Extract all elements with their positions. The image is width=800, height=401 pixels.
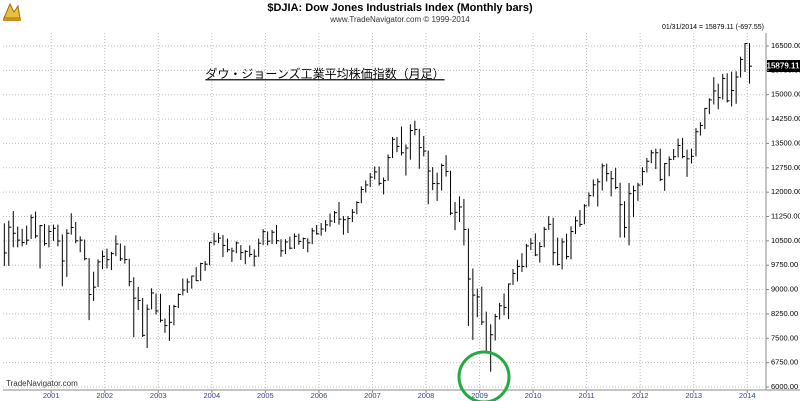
x-tick-label: 2010	[525, 391, 542, 400]
subtitle: www.TradeNavigator.com © 1999-2014	[329, 15, 470, 24]
annotation: ダウ・ジョーンズ工業平均株価指数（月足）	[205, 66, 444, 81]
x-tick-label: 2003	[150, 391, 167, 400]
y-tick-label: 9750.00	[771, 260, 798, 269]
x-tick-label: 2013	[685, 391, 702, 400]
logo	[3, 2, 21, 21]
watermark: TradeNavigator.com	[6, 379, 78, 388]
x-tick-label: 2006	[311, 391, 328, 400]
y-tick-label: 12000.00	[771, 187, 800, 196]
price-box	[767, 60, 800, 72]
y-tick-label: 16500.00	[771, 41, 800, 50]
y-tick-label: 15750.00	[771, 65, 800, 74]
plot	[3, 33, 766, 390]
y-tick-label: 13500.00	[771, 138, 800, 147]
price-label: 15879.11	[767, 62, 800, 71]
x-tick-label: 2005	[257, 391, 274, 400]
x-tick-label: 2014	[739, 391, 756, 400]
y-tick-label: 15000.00	[771, 90, 800, 99]
x-tick-label: 2009	[471, 391, 488, 400]
x-tick-label: 2008	[418, 391, 435, 400]
x-tick-label: 2001	[43, 391, 60, 400]
y-tick-label: 7500.00	[771, 333, 798, 342]
y-tick-label: 14250.00	[771, 114, 800, 123]
x-tick-label: 2012	[632, 391, 649, 400]
x-tick-label: 2011	[579, 391, 595, 400]
y-tick-label: 6750.00	[771, 358, 798, 367]
x-tick-label: 2002	[96, 391, 113, 400]
y-tick-label: 12750.00	[771, 163, 800, 172]
x-tick-label: 2007	[364, 391, 381, 400]
y-tick-label: 8250.00	[771, 309, 798, 318]
quote: 01/31/2014 = 15879.11 (-697.55)	[662, 24, 764, 31]
y-tick-label: 11250.00	[771, 211, 800, 220]
highlight-circle	[457, 350, 511, 401]
y-tick-label: 10500.00	[771, 236, 800, 245]
y-tick-label: 9000.00	[771, 285, 798, 294]
chart-title: $DJIA: Dow Jones Industrials Index (Mont…	[267, 2, 533, 14]
y-tick-label: 6000.00	[771, 382, 798, 391]
x-tick-label: 2004	[203, 391, 220, 400]
